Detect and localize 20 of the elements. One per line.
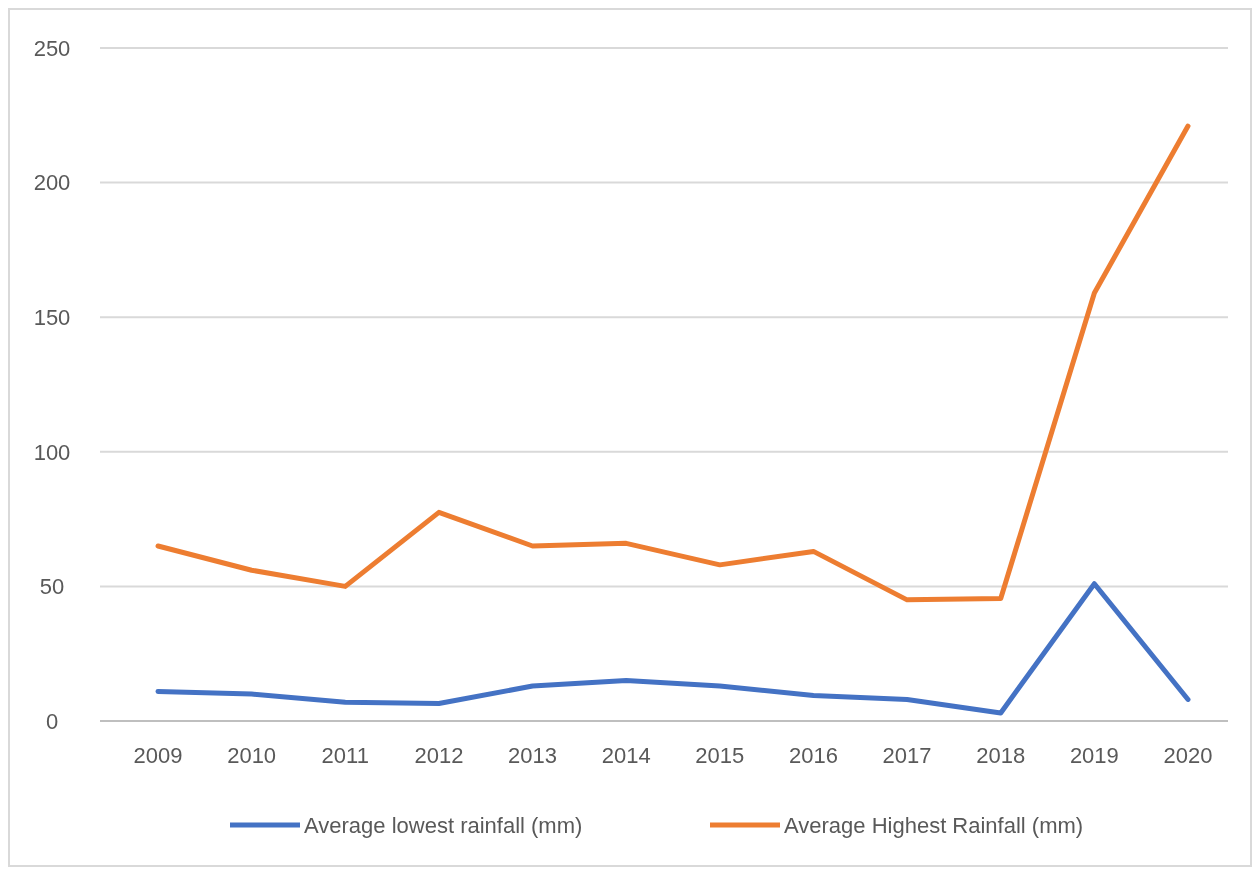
x-tick-label: 2013 — [508, 743, 558, 768]
legend-label: Average lowest rainfall (mm) — [304, 812, 583, 838]
y-tick-label: 150 — [33, 304, 71, 330]
x-tick-label: 2011 — [321, 743, 369, 768]
x-tick-label: 2010 — [227, 743, 277, 768]
y-tick-label: 50 — [39, 574, 65, 600]
x-tick-label: 2017 — [882, 743, 932, 768]
y-tick-label: 0 — [45, 708, 59, 734]
y-tick-label: 200 — [33, 170, 71, 196]
x-tick-label: 2016 — [788, 743, 838, 768]
x-tick-label: 2012 — [414, 743, 464, 768]
x-tick-label: 2015 — [695, 743, 745, 768]
y-tick-label: 250 — [33, 35, 71, 61]
y-tick-label: 100 — [33, 439, 71, 465]
legend-label: Average Highest Rainfall (mm) — [784, 812, 1084, 838]
x-tick-label: 2018 — [976, 743, 1026, 768]
x-tick-label: 2020 — [1163, 743, 1213, 768]
x-tick-label: 2014 — [601, 743, 651, 768]
x-tick-label: 2009 — [133, 743, 183, 768]
x-tick-label: 2019 — [1069, 743, 1119, 768]
